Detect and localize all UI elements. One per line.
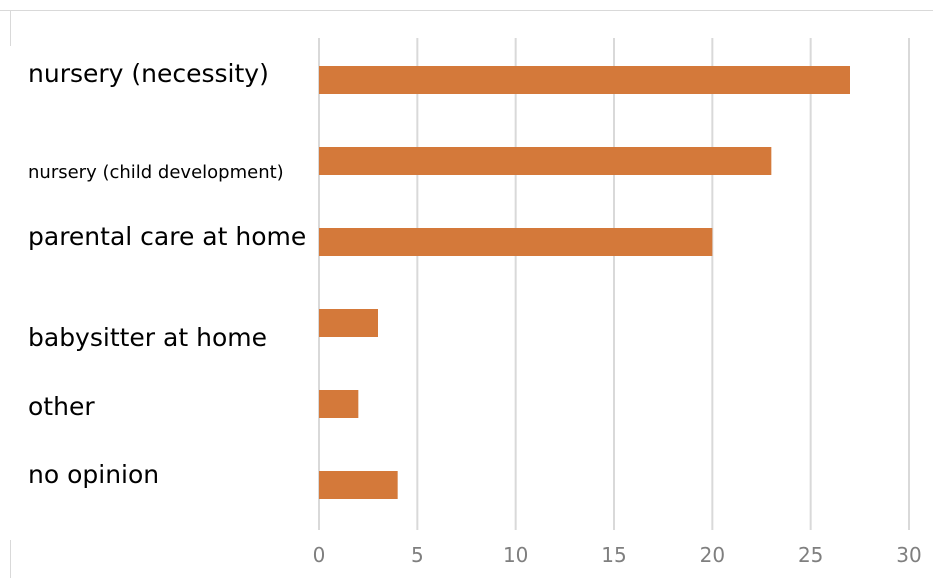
bar	[319, 390, 359, 418]
bar	[319, 66, 850, 94]
x-tick-label: 15	[601, 543, 626, 567]
x-tick-labels: 0 5 10 15 20 25 30	[313, 543, 922, 567]
category-label: other	[28, 392, 95, 421]
bar	[319, 147, 772, 175]
chart-frame-left-lower	[10, 540, 11, 578]
bar	[319, 309, 378, 337]
x-tick-label: 10	[503, 543, 528, 567]
x-tick-label: 30	[896, 543, 921, 567]
category-labels: nursery (necessity) nursery (child develo…	[28, 59, 306, 489]
category-label: no opinion	[28, 460, 159, 489]
chart-frame-left	[10, 10, 11, 46]
bar	[319, 228, 713, 256]
x-tick-label: 5	[411, 543, 424, 567]
category-label: nursery (child development)	[28, 162, 284, 183]
x-tick-label: 20	[700, 543, 725, 567]
x-tick-label: 0	[313, 543, 326, 567]
category-label: parental care at home	[28, 222, 306, 251]
category-label: nursery (necessity)	[28, 59, 269, 88]
bar	[319, 471, 398, 499]
bars	[319, 66, 850, 499]
x-tick-label: 25	[798, 543, 823, 567]
chart-frame-top	[0, 10, 933, 11]
category-label: babysitter at home	[28, 323, 267, 352]
gridlines	[318, 38, 910, 530]
